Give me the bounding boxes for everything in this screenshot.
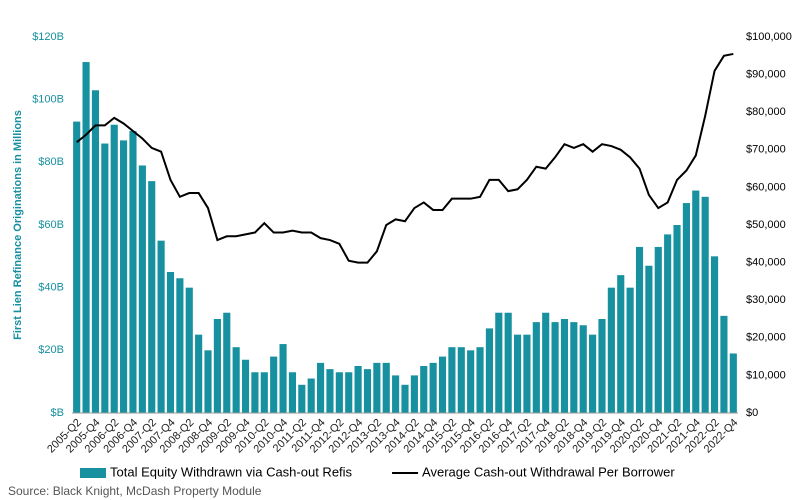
bar [645, 265, 653, 413]
bar [485, 328, 493, 413]
source: Source: Black Knight, McDash Property Mo… [8, 484, 262, 498]
bar [307, 378, 315, 413]
bar [373, 362, 381, 413]
y2-tick-label: $40,000 [746, 257, 786, 269]
bar [504, 312, 512, 413]
y-tick-label: $100B [32, 94, 64, 106]
bar [635, 246, 644, 413]
y2-tick-label: $70,000 [746, 144, 786, 156]
bar [579, 325, 587, 413]
bar [523, 334, 531, 413]
bar [270, 356, 278, 413]
y2-tick-label: $60,000 [746, 181, 786, 193]
bar [251, 372, 259, 413]
bar [345, 372, 353, 413]
bar [288, 372, 297, 413]
bar [335, 372, 343, 413]
legend-label: Average Cash-out Withdrawal Per Borrower [422, 464, 675, 479]
bar [317, 362, 325, 413]
bar [129, 131, 137, 413]
bar [654, 246, 662, 413]
y2-tick-label: $90,000 [746, 69, 786, 81]
y2-tick-label: $20,000 [746, 332, 786, 344]
bar [401, 384, 409, 413]
bar [392, 375, 400, 413]
bar [120, 140, 128, 413]
bar [673, 225, 681, 413]
bar [598, 319, 606, 413]
bar [542, 312, 550, 413]
bar [363, 369, 372, 413]
bar [176, 278, 184, 413]
bar [82, 62, 90, 414]
bar [692, 190, 700, 413]
bar [185, 287, 193, 413]
bar [223, 312, 231, 413]
bar [91, 90, 100, 414]
bar [213, 319, 221, 413]
bar [448, 347, 456, 413]
y2-tick-label: $0 [746, 407, 758, 419]
bar [720, 315, 728, 413]
bar [166, 272, 175, 413]
bar [298, 384, 306, 413]
bar [607, 287, 615, 413]
bar [626, 287, 634, 413]
y-tick-label: $40B [38, 282, 64, 294]
bar [467, 350, 475, 413]
bar [148, 181, 156, 413]
bar [476, 347, 484, 413]
bar [101, 143, 109, 414]
legend-swatch [80, 468, 106, 478]
bar [570, 322, 578, 413]
line [76, 52, 734, 264]
y-tick-label: $B [51, 407, 64, 419]
bar [729, 353, 737, 413]
bar [326, 369, 334, 413]
bar [589, 334, 597, 413]
bar [532, 322, 540, 413]
y2-tick-label: $10,000 [746, 369, 786, 381]
bar [701, 196, 709, 413]
bar [382, 362, 390, 413]
y-tick-label: $60B [38, 219, 64, 231]
bar [560, 319, 569, 413]
bar [354, 366, 362, 413]
bar [710, 256, 719, 413]
bar [420, 366, 428, 413]
y-tick-label: $120B [32, 31, 64, 43]
bar [438, 356, 447, 413]
bar [617, 275, 625, 413]
y-axis-title: First Lien Refinance Originations in Mil… [12, 110, 24, 340]
y-tick-label: $20B [38, 344, 64, 356]
bar [232, 347, 240, 413]
y-tick-label: $80B [38, 156, 64, 168]
bar [495, 312, 503, 413]
bar [157, 240, 165, 413]
y2-tick-label: $50,000 [746, 219, 786, 231]
bar [138, 165, 146, 413]
y2-tick-label: $80,000 [746, 106, 786, 118]
bar [664, 234, 672, 413]
bar [513, 334, 522, 413]
y2-tick-label: $100,000 [746, 31, 792, 43]
bar [204, 350, 212, 413]
bar [429, 362, 437, 413]
bar [241, 359, 250, 413]
bar [195, 334, 203, 413]
legend-label: Total Equity Withdrawn via Cash-out Refi… [110, 464, 353, 479]
y2-tick-label: $30,000 [746, 294, 786, 306]
bar [110, 124, 118, 413]
bar [410, 375, 418, 413]
bar [260, 372, 268, 413]
bar [682, 203, 690, 413]
bar [457, 347, 465, 413]
bar [551, 322, 559, 413]
bar [279, 344, 287, 413]
bar [73, 121, 81, 413]
